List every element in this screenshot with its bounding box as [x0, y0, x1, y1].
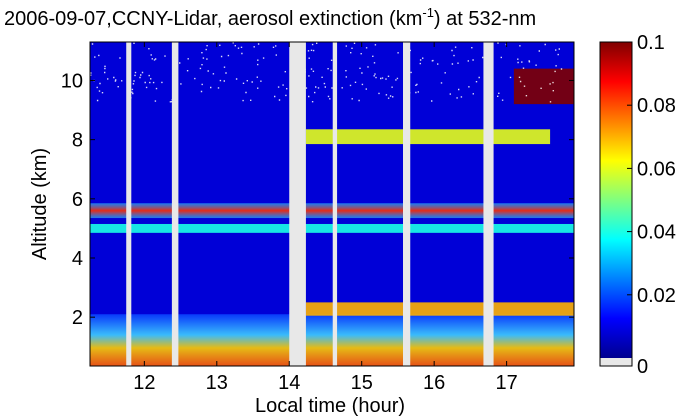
y-tick-label-8: 8 — [72, 130, 83, 152]
x-tick-label-15: 15 — [351, 372, 373, 394]
plot-area — [90, 42, 574, 366]
x-tick-label-13: 13 — [206, 372, 228, 394]
y-axis-label: Altitude (km) — [29, 148, 51, 260]
x-tick-label-16: 16 — [423, 372, 445, 394]
x-tick-label-12: 12 — [133, 372, 155, 394]
aerosol-layer-layer-5.0km — [90, 223, 574, 233]
title-suffix: ) at 532-nm — [434, 8, 536, 30]
y-tick-label-10: 10 — [61, 70, 83, 92]
plot-frame — [89, 41, 575, 367]
y-tick-label-4: 4 — [72, 248, 83, 270]
x-axis-label: Local time (hour) — [255, 395, 405, 417]
colorbar-frame — [599, 41, 633, 367]
aerosol-layer-boundary-layer — [90, 314, 574, 366]
data-gap-4 — [332, 42, 338, 366]
aerosol-layer-layer-5.6km — [90, 203, 574, 219]
colorbar-tick-label-0: 0 — [637, 356, 648, 378]
colorbar: 0 0.02 0.04 0.06 0.08 0.1 — [599, 32, 676, 378]
colorbar-tick-label-3: 0.06 — [637, 158, 676, 180]
colorbar-tick-label-4: 0.08 — [637, 95, 676, 117]
data-gap-5 — [403, 42, 411, 366]
colorbar-gradient — [600, 42, 632, 358]
colorbar-tick-label-5: 0.1 — [637, 32, 665, 54]
chart-title: 2006-09-07,CCNY-Lidar, aerosol extinctio… — [4, 5, 536, 30]
aerosol-layer-layer-8.1km — [305, 129, 551, 145]
aerosol-layer-layer-2.3km — [305, 302, 574, 316]
colorbar-tick-label-2: 0.04 — [637, 222, 676, 244]
colorbar-tick-label-1: 0.02 — [637, 285, 676, 307]
x-tick-label-17: 17 — [495, 372, 517, 394]
y-tick-label-2: 2 — [72, 307, 83, 329]
data-gap-1 — [126, 42, 132, 366]
title-superscript: -1 — [422, 5, 434, 20]
y-tick-label-6: 6 — [72, 189, 83, 211]
data-gap-3 — [289, 42, 306, 366]
data-gap-2 — [171, 42, 179, 366]
aerosol-layer-cloud-10km — [513, 68, 574, 105]
data-gap-6 — [483, 42, 494, 366]
colorbar-nodata-swatch — [600, 358, 632, 366]
x-tick-label-14: 14 — [278, 372, 300, 394]
title-prefix: 2006-09-07,CCNY-Lidar, aerosol extinctio… — [4, 8, 422, 30]
